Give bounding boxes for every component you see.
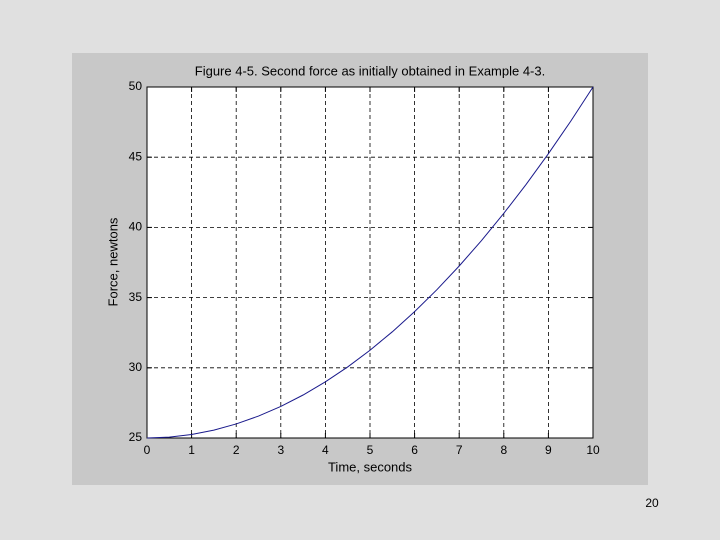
y-axis-label: Force, newtons [105, 217, 120, 306]
y-tick-label: 50 [129, 79, 143, 93]
x-tick-label: 3 [277, 443, 284, 457]
y-tick-label: 35 [129, 290, 143, 304]
x-tick-label: 1 [188, 443, 195, 457]
line-series [146, 86, 594, 439]
x-tick-label: 6 [411, 443, 418, 457]
x-tick-label: 7 [456, 443, 463, 457]
page-number: 20 [645, 496, 659, 510]
chart-title: Figure 4-5. Second force as initially ob… [195, 63, 545, 78]
x-tick-label: 0 [144, 443, 151, 457]
x-axis-label: Time, seconds [328, 459, 413, 474]
x-tick-label: 2 [233, 443, 240, 457]
y-tick-label: 30 [129, 360, 143, 374]
x-tick-label: 10 [586, 443, 600, 457]
x-tick-label: 9 [545, 443, 552, 457]
x-tick-label: 5 [367, 443, 374, 457]
y-tick-label: 40 [129, 220, 143, 234]
axes-box [146, 86, 594, 439]
x-tick-label: 4 [322, 443, 329, 457]
y-tick-label: 45 [129, 149, 143, 163]
y-tick-label: 25 [129, 430, 143, 444]
x-tick-label: 8 [500, 443, 507, 457]
